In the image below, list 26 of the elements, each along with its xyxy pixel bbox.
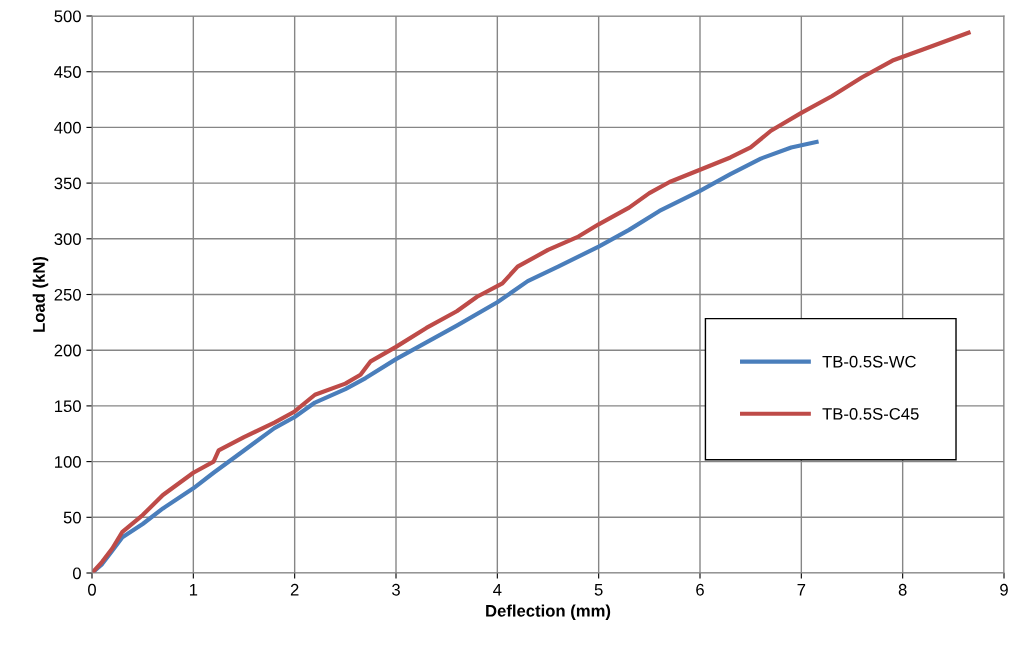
x-tick-label: 1 (189, 584, 198, 596)
x-axis-title: Deflection (mm) (486, 604, 611, 621)
x-tick-label: 2 (290, 583, 299, 596)
y-tick-label: 50 (63, 511, 81, 524)
x-tick-label: 8 (898, 583, 907, 596)
y-tick-label: 450 (54, 66, 81, 78)
x-tick-label: 9 (1000, 583, 1008, 596)
line-series (92, 30, 971, 573)
y-tick-label: 200 (54, 344, 81, 357)
x-tick-label: 7 (797, 584, 806, 596)
y-tick-label: 400 (54, 121, 81, 134)
x-tick-label: 5 (594, 584, 603, 596)
y-tick-label: 350 (54, 177, 81, 190)
x-tick-label: 6 (696, 583, 704, 596)
x-tick-label: 0 (88, 583, 96, 596)
legend-label: TB-0.5S-WC (822, 355, 916, 368)
y-tick-label: 100 (55, 456, 81, 468)
y-axis-title: Load (kN) (32, 256, 49, 332)
y-tick-label: 300 (54, 233, 81, 245)
y-tick-label: 250 (54, 288, 81, 301)
legend-label: TB-0.5S-C45 (822, 407, 919, 420)
y-tick-label: 500 (54, 10, 81, 23)
y-tick-label: 0 (72, 567, 81, 580)
x-tick-label: 3 (392, 583, 400, 596)
x-tick-label: 4 (493, 584, 502, 596)
y-tick-label: 150 (55, 400, 81, 413)
